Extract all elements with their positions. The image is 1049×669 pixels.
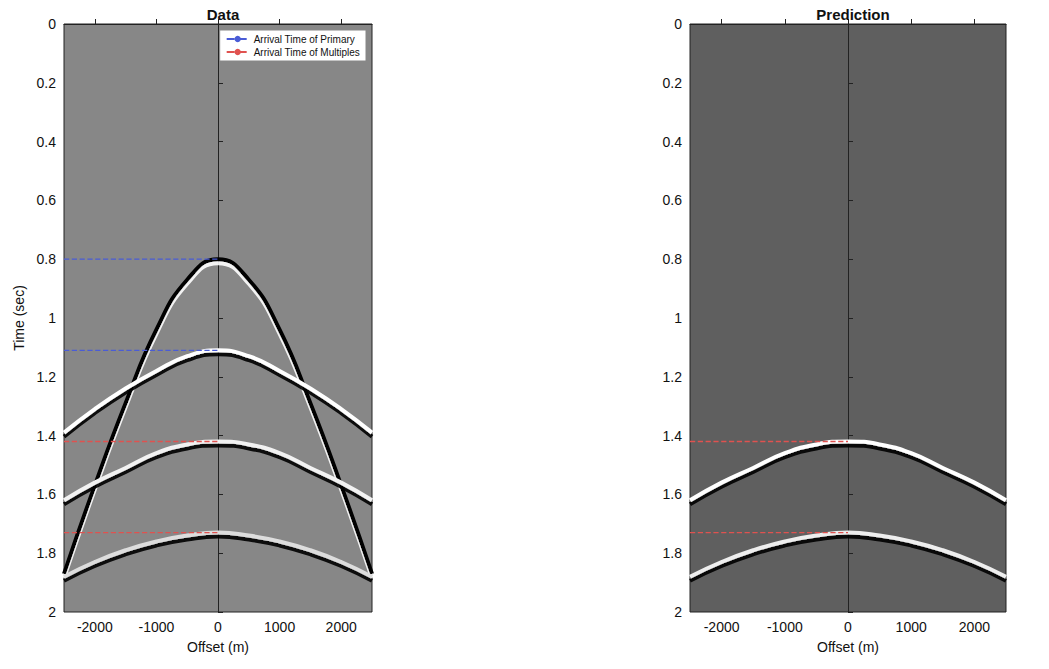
svg-text:0.4: 0.4 bbox=[37, 134, 57, 150]
svg-text:-2000: -2000 bbox=[704, 619, 740, 635]
svg-text:Prediction: Prediction bbox=[816, 6, 889, 23]
svg-text:2000: 2000 bbox=[959, 619, 990, 635]
svg-text:2: 2 bbox=[674, 604, 682, 620]
svg-text:0.6: 0.6 bbox=[663, 192, 683, 208]
svg-text:1000: 1000 bbox=[264, 619, 295, 635]
svg-text:1.8: 1.8 bbox=[663, 545, 683, 561]
svg-text:1.2: 1.2 bbox=[37, 369, 57, 385]
svg-text:0.8: 0.8 bbox=[663, 251, 683, 267]
svg-text:-2000: -2000 bbox=[77, 619, 113, 635]
svg-text:1.8: 1.8 bbox=[37, 545, 57, 561]
svg-text:Arrival Time of Multiples: Arrival Time of Multiples bbox=[254, 47, 360, 58]
svg-text:2000: 2000 bbox=[326, 619, 357, 635]
svg-text:0: 0 bbox=[214, 619, 222, 635]
svg-text:Arrival Time of Primary: Arrival Time of Primary bbox=[254, 34, 355, 45]
svg-text:Time (sec): Time (sec) bbox=[11, 285, 27, 351]
svg-text:0: 0 bbox=[674, 16, 682, 32]
svg-text:1.2: 1.2 bbox=[663, 369, 683, 385]
svg-text:-1000: -1000 bbox=[138, 619, 174, 635]
svg-text:1: 1 bbox=[674, 310, 682, 326]
svg-text:1.4: 1.4 bbox=[37, 428, 57, 444]
svg-text:0: 0 bbox=[844, 619, 852, 635]
svg-text:-1000: -1000 bbox=[767, 619, 803, 635]
svg-text:1.6: 1.6 bbox=[37, 486, 57, 502]
svg-text:1: 1 bbox=[48, 310, 56, 326]
svg-text:0.2: 0.2 bbox=[37, 75, 57, 91]
svg-text:0.4: 0.4 bbox=[663, 134, 683, 150]
svg-text:0.2: 0.2 bbox=[663, 75, 683, 91]
svg-text:2: 2 bbox=[48, 604, 56, 620]
svg-text:Data: Data bbox=[207, 6, 240, 23]
svg-text:Offset (m): Offset (m) bbox=[187, 639, 249, 655]
svg-text:1.4: 1.4 bbox=[663, 428, 683, 444]
svg-text:1.6: 1.6 bbox=[663, 486, 683, 502]
svg-text:Offset (m): Offset (m) bbox=[817, 639, 879, 655]
svg-text:0: 0 bbox=[48, 16, 56, 32]
svg-text:1000: 1000 bbox=[896, 619, 927, 635]
svg-text:0.6: 0.6 bbox=[37, 192, 57, 208]
svg-text:0.8: 0.8 bbox=[37, 251, 57, 267]
